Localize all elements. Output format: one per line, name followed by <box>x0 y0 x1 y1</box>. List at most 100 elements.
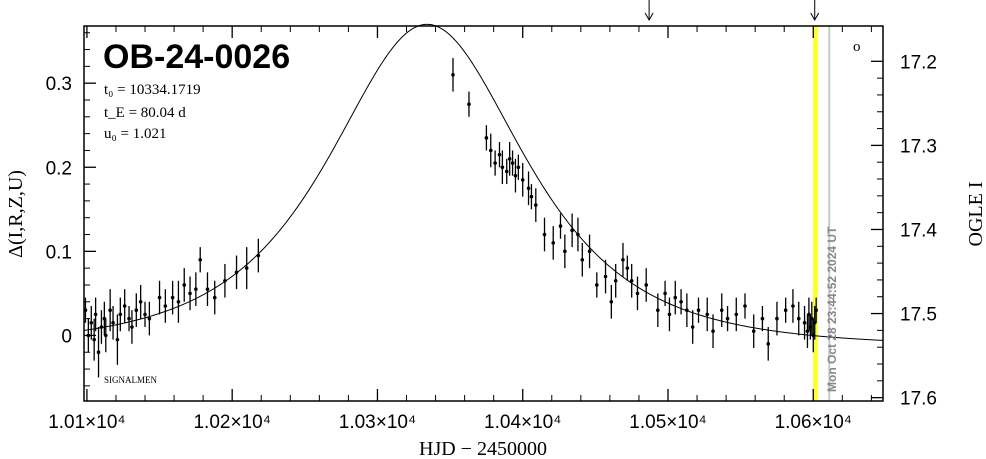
model-curve-group <box>83 23 884 341</box>
data-point <box>157 295 162 300</box>
data-point <box>176 299 181 304</box>
circle-marker: o <box>853 39 861 55</box>
data-point <box>234 270 239 275</box>
right-tick-label: 17.2 <box>900 52 937 73</box>
data-point <box>629 278 634 283</box>
data-point <box>796 316 801 321</box>
data-point <box>244 266 249 270</box>
data-point <box>719 308 724 312</box>
time-marker-lines <box>812 26 831 401</box>
data-point <box>679 299 683 304</box>
data-point <box>484 136 489 140</box>
data-point <box>558 224 563 228</box>
data-point <box>760 316 765 321</box>
data-point <box>621 257 625 262</box>
data-point <box>163 304 168 308</box>
data-point <box>696 308 701 312</box>
data-points-group <box>83 57 818 378</box>
data-point <box>147 316 152 321</box>
data-point <box>118 312 123 317</box>
data-point <box>595 283 599 287</box>
data-point <box>516 165 521 170</box>
param-t0: t₀ = 10334.1719 <box>104 82 201 98</box>
data-point <box>542 232 547 237</box>
credit-label: SIGNALMEN <box>104 375 157 385</box>
data-point <box>570 228 574 233</box>
data-point <box>690 325 695 329</box>
data-point <box>127 316 131 321</box>
right-tick-label: 17.5 <box>900 305 937 326</box>
data-point <box>533 203 538 207</box>
right-tick-label: 17.4 <box>900 220 937 241</box>
data-point <box>93 312 98 317</box>
current-time-line <box>812 26 818 401</box>
data-point <box>223 278 227 283</box>
data-point <box>705 312 710 317</box>
data-point <box>766 342 771 346</box>
data-point <box>751 329 756 334</box>
data-point <box>89 321 94 325</box>
data-point <box>510 161 515 165</box>
data-point <box>493 161 497 165</box>
chart-title: OB-24-0026 <box>103 38 290 76</box>
data-point <box>609 299 614 304</box>
data-point <box>526 186 531 191</box>
data-point <box>520 178 525 182</box>
data-point <box>563 249 567 254</box>
top-arrows <box>644 0 820 22</box>
plot-frame <box>83 25 884 402</box>
data-point <box>170 295 175 300</box>
data-point <box>111 321 115 325</box>
data-point <box>108 308 112 312</box>
data-point <box>130 325 134 329</box>
param-u0: u₀ = 1.021 <box>104 126 166 142</box>
data-point <box>134 308 139 312</box>
data-point <box>791 304 795 308</box>
data-point <box>783 308 788 312</box>
right-tick-label: 17.3 <box>900 136 937 157</box>
data-point <box>725 316 730 321</box>
left-tick-label: 0.1 <box>46 242 72 263</box>
left-tick-label: 0.2 <box>46 158 72 179</box>
data-point <box>212 295 217 300</box>
data-point <box>451 72 455 77</box>
x-tick-label: 1.02×10⁴ <box>193 412 270 433</box>
timestamp-label: Mon Oct 28 23:44:52 2024 UT <box>825 226 839 392</box>
data-point <box>115 337 120 342</box>
x-tick-label: 1.03×10⁴ <box>339 412 416 433</box>
now-line <box>828 26 831 401</box>
left-tick-label: 0 <box>61 326 72 347</box>
right-y-axis-ticks: 17.2 17.3 17.4 17.5 17.6 <box>871 52 937 410</box>
data-point <box>507 157 512 161</box>
data-point <box>587 249 592 254</box>
data-point <box>656 308 660 312</box>
data-point <box>488 148 493 153</box>
data-point <box>802 321 807 325</box>
data-point <box>182 283 187 287</box>
data-point <box>814 308 818 312</box>
data-point <box>580 257 585 262</box>
data-point <box>667 312 672 317</box>
data-point <box>504 169 509 174</box>
data-point <box>743 304 747 308</box>
x-tick-label: 1.04×10⁴ <box>484 412 561 433</box>
arrow-head <box>810 12 820 22</box>
data-point <box>497 152 502 157</box>
data-point <box>99 325 104 329</box>
x-axis-label: HJD − 2450000 <box>419 438 547 459</box>
data-point <box>529 194 534 199</box>
right-tick-label: 17.6 <box>900 389 937 410</box>
data-point <box>625 266 630 270</box>
model-curve <box>83 23 884 341</box>
data-point <box>467 102 471 106</box>
data-point <box>256 253 261 258</box>
data-point <box>603 274 608 279</box>
data-point <box>513 173 518 178</box>
data-point <box>143 312 147 317</box>
data-point <box>576 232 580 237</box>
x-tick-label: 1.06×10⁴ <box>775 412 852 433</box>
data-point <box>775 316 779 321</box>
data-point <box>685 308 689 312</box>
left-y-axis-ticks: 0 0.1 0.2 0.3 <box>46 32 96 387</box>
